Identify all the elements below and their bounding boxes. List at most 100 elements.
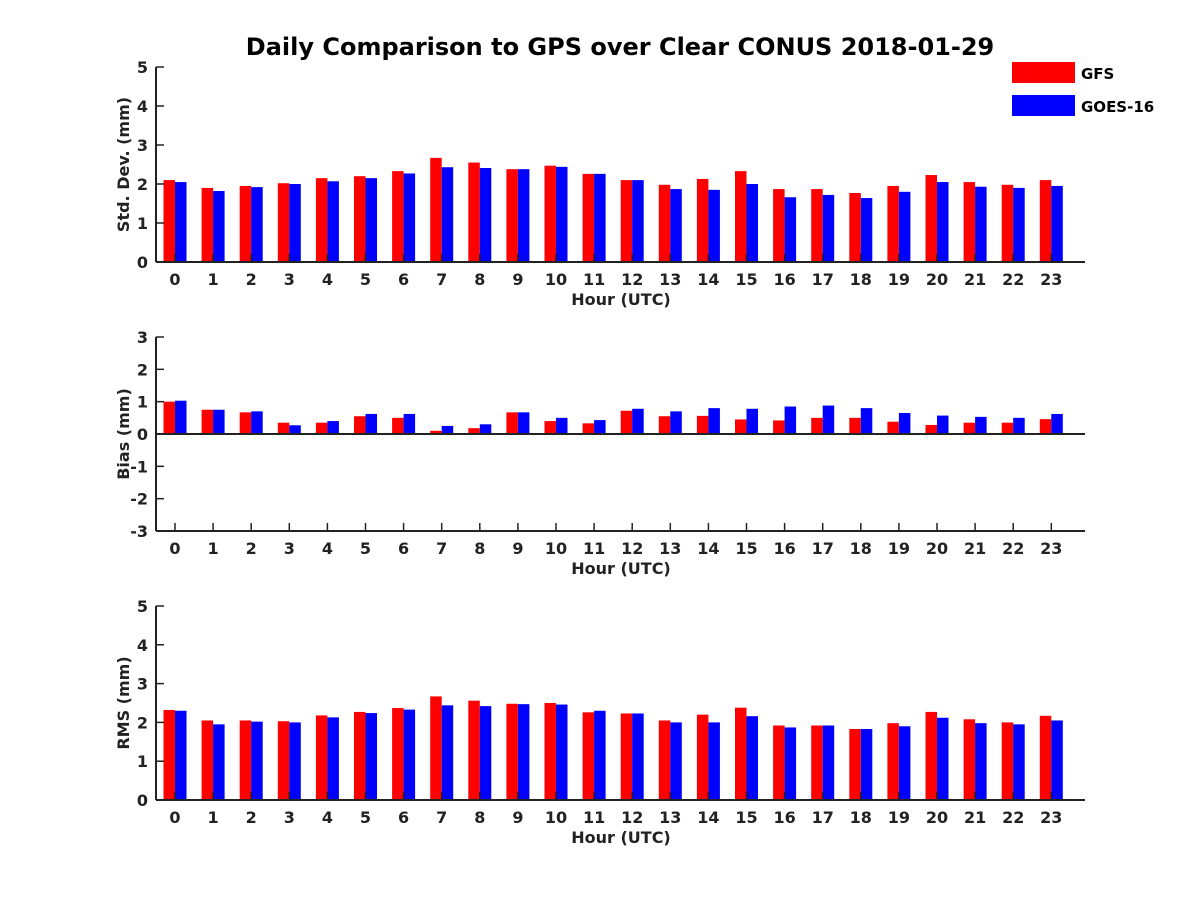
- bar-bias-gfs-3: [277, 422, 290, 434]
- x-tick-label-bias: 19: [888, 539, 910, 558]
- bar-rms-goes16-22: [1013, 724, 1025, 800]
- bar-bias-gfs-7: [430, 430, 442, 434]
- bar-std-goes16-23: [1051, 185, 1063, 262]
- bar-std-goes16-14: [708, 189, 720, 262]
- y-tick-label-rms: 2: [137, 713, 148, 732]
- legend-label-goes16: GOES-16: [1081, 98, 1154, 116]
- bar-std-gfs-9: [506, 169, 518, 262]
- y-tick-label-bias: 1: [137, 393, 148, 412]
- x-tick-label-std: 22: [1002, 270, 1024, 289]
- bar-rms-goes16-7: [441, 705, 454, 800]
- bar-rms-gfs-17: [811, 725, 823, 800]
- bar-bias-goes16-20: [937, 415, 949, 434]
- x-tick-label-rms: 22: [1002, 808, 1024, 827]
- x-tick-label-rms: 5: [360, 808, 371, 827]
- bar-rms-goes16-23: [1051, 720, 1063, 800]
- bar-bias-gfs-21: [963, 422, 976, 434]
- bar-bias-goes16-9: [517, 412, 530, 434]
- x-tick-label-std: 8: [474, 270, 485, 289]
- x-axis-label-bias: Hour (UTC): [571, 559, 671, 578]
- x-tick-label-std: 17: [812, 270, 834, 289]
- bar-std-goes16-16: [784, 197, 797, 262]
- bar-rms-goes16-2: [251, 721, 263, 800]
- bar-rms-gfs-14: [696, 714, 709, 800]
- bar-rms-gfs-20: [925, 711, 937, 800]
- bar-std-goes16-4: [327, 181, 339, 262]
- bar-bias-gfs-0: [163, 401, 175, 434]
- y-tick-label-std: 4: [137, 97, 148, 116]
- bar-std-goes16-21: [975, 186, 987, 262]
- legend: GFS GOES-16: [1012, 62, 1154, 116]
- x-tick-label-bias: 8: [474, 539, 485, 558]
- bar-bias-goes16-22: [1013, 417, 1025, 434]
- x-tick-label-rms: 21: [964, 808, 986, 827]
- x-tick-label-rms: 3: [284, 808, 295, 827]
- bar-rms-goes16-3: [289, 722, 301, 800]
- bar-rms-goes16-18: [860, 729, 873, 800]
- bar-bias-goes16-1: [213, 409, 225, 434]
- bar-bias-goes16-7: [441, 425, 454, 434]
- bar-std-goes16-15: [746, 184, 758, 262]
- bar-bias-gfs-18: [849, 417, 861, 434]
- y-tick-label-rms: 3: [137, 675, 148, 694]
- x-tick-label-std: 16: [773, 270, 795, 289]
- x-tick-label-rms: 10: [545, 808, 567, 827]
- x-tick-label-bias: 9: [512, 539, 523, 558]
- x-tick-label-std: 21: [964, 270, 986, 289]
- bar-rms-gfs-13: [658, 720, 671, 800]
- x-axis-label-rms: Hour (UTC): [571, 828, 671, 847]
- legend-swatch-gfs: [1012, 62, 1075, 83]
- bar-bias-goes16-23: [1051, 413, 1063, 434]
- bar-std-gfs-2: [239, 185, 252, 262]
- bar-rms-gfs-18: [849, 729, 861, 800]
- x-tick-label-rms: 23: [1040, 808, 1062, 827]
- bar-rms-gfs-5: [354, 711, 366, 800]
- x-tick-label-rms: 6: [398, 808, 409, 827]
- y-tick-label-rms: 4: [137, 636, 148, 655]
- x-tick-label-std: 3: [284, 270, 295, 289]
- bar-std-gfs-16: [773, 189, 785, 262]
- x-tick-label-rms: 17: [812, 808, 834, 827]
- bar-std-gfs-12: [620, 180, 633, 262]
- bar-std-goes16-9: [517, 169, 530, 262]
- bar-rms-goes16-17: [822, 725, 835, 800]
- bar-std-goes16-2: [251, 187, 263, 262]
- bar-bias-goes16-18: [860, 408, 873, 434]
- bar-bias-gfs-15: [735, 419, 747, 434]
- y-tick-label-bias: -2: [130, 490, 148, 509]
- bar-bias-goes16-19: [898, 412, 911, 434]
- chart-title: Daily Comparison to GPS over Clear CONUS…: [246, 33, 994, 61]
- x-tick-label-bias: 0: [169, 539, 180, 558]
- x-tick-label-rms: 0: [169, 808, 180, 827]
- bar-rms-goes16-9: [517, 704, 530, 800]
- bar-std-goes16-13: [670, 189, 682, 262]
- bar-rms-gfs-23: [1039, 715, 1052, 800]
- bar-bias-gfs-20: [925, 424, 937, 434]
- bar-bias-gfs-10: [544, 421, 556, 434]
- bar-std-gfs-7: [430, 157, 442, 262]
- bar-bias-gfs-5: [354, 416, 366, 434]
- x-tick-label-rms: 13: [659, 808, 681, 827]
- x-tick-label-rms: 16: [773, 808, 795, 827]
- x-tick-label-bias: 20: [926, 539, 948, 558]
- bar-std-goes16-12: [632, 180, 644, 262]
- x-tick-label-std: 6: [398, 270, 409, 289]
- bar-rms-goes16-13: [670, 722, 682, 800]
- bar-rms-goes16-0: [175, 710, 187, 800]
- bar-rms-gfs-12: [620, 713, 633, 800]
- x-tick-label-std: 19: [888, 270, 910, 289]
- x-tick-label-bias: 13: [659, 539, 681, 558]
- x-tick-label-rms: 7: [436, 808, 447, 827]
- bar-rms-goes16-6: [403, 709, 416, 800]
- x-tick-label-rms: 12: [621, 808, 643, 827]
- bar-bias-gfs-2: [239, 412, 252, 434]
- bar-bias-goes16-21: [975, 416, 987, 434]
- bar-rms-goes16-4: [327, 717, 339, 800]
- bar-rms-goes16-1: [213, 724, 225, 800]
- bar-bias-gfs-17: [811, 417, 823, 434]
- x-tick-label-bias: 15: [735, 539, 757, 558]
